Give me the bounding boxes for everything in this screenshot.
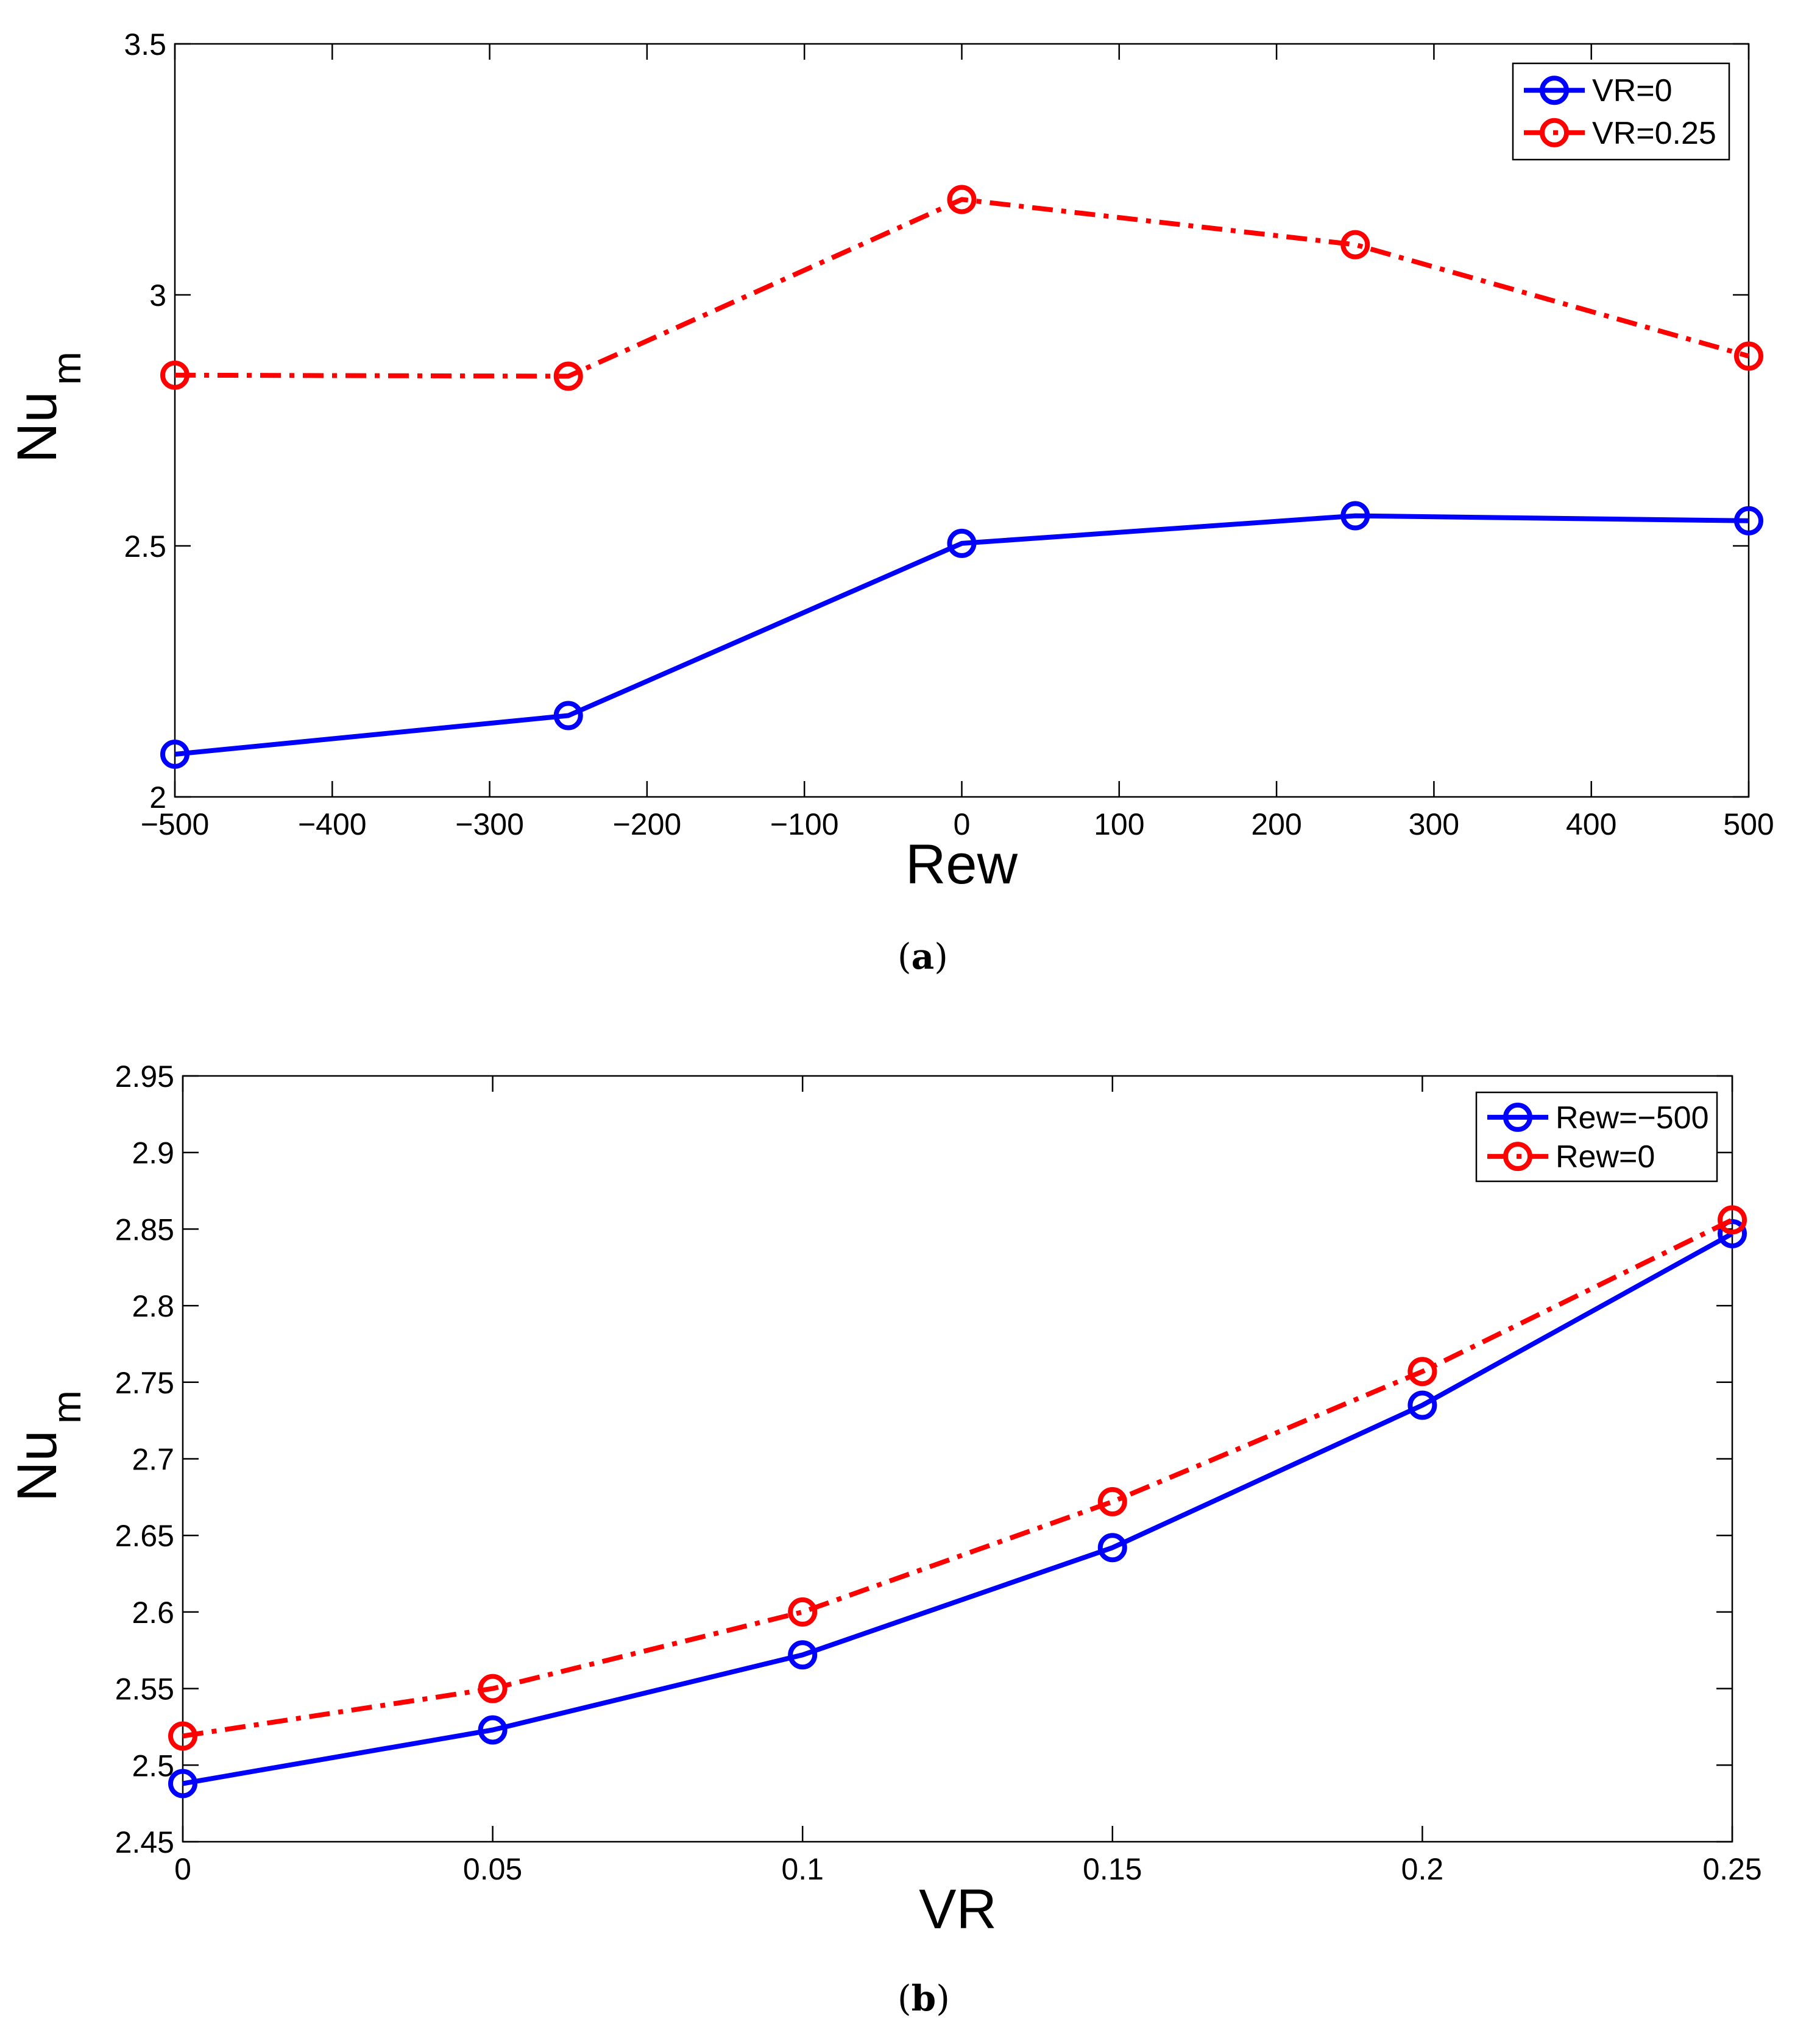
data-point-marker: [1407, 1390, 1437, 1420]
data-point-marker: [1734, 341, 1763, 371]
x-tick-label: 300: [1409, 807, 1459, 841]
data-point-marker: [1097, 1487, 1127, 1516]
data-point-marker: [947, 185, 977, 214]
caption-open-paren: (: [898, 936, 912, 977]
x-tick-label: −400: [298, 807, 367, 841]
data-point-marker: [1734, 506, 1763, 536]
data-point-marker: [1340, 230, 1370, 260]
panel-a-chart: −500 −400 −300 −200 −100 0 100 200 300 400 500 2 2.5…: [6, 27, 1774, 977]
y-axis-label-main: Nu: [6, 391, 68, 463]
x-tick-label: 0.15: [1083, 1852, 1142, 1886]
x-tick-label: 0: [174, 1852, 191, 1886]
data-point-marker: [947, 528, 977, 558]
x-tick-label: 0.05: [463, 1852, 522, 1886]
x-tick-label: 500: [1723, 807, 1774, 841]
data-point-marker: [168, 1721, 197, 1751]
legend-marker: [1503, 1142, 1532, 1172]
y-tick-label: 3: [149, 278, 166, 313]
caption-close-paren: ): [936, 1978, 950, 2019]
data-point-marker: [1718, 1205, 1747, 1235]
y-tick-label: 2.55: [115, 1672, 174, 1706]
y-tick-label: 2.45: [115, 1825, 174, 1859]
caption-letter: a: [912, 936, 935, 977]
y-tick-label: 2: [149, 780, 166, 815]
x-tick-label: −500: [141, 807, 210, 841]
y-tick-label: 2.5: [124, 529, 166, 564]
y-tick-label: 2.8: [132, 1289, 174, 1323]
caption-open-paren: (: [898, 1978, 912, 2019]
data-point-marker: [1407, 1357, 1437, 1387]
panel-b-chart: 0 0.05 0.1 0.15 0.2 0.25 2.45 2.5 2.55 2.6 2.65 2.7…: [6, 1059, 1762, 2019]
caption-close-paren: ): [934, 936, 948, 977]
x-tick-label: 200: [1251, 807, 1301, 841]
legend-marker: [1503, 1102, 1532, 1132]
x-tick-label: 100: [1094, 807, 1144, 841]
y-tick-label: 2.85: [115, 1212, 174, 1247]
data-point-marker: [168, 1769, 197, 1798]
data-point-marker: [160, 739, 189, 769]
data-point-marker: [553, 361, 583, 391]
data-point-marker: [1097, 1533, 1127, 1563]
data-point-marker: [1718, 1218, 1747, 1248]
data-point-marker: [788, 1640, 818, 1670]
legend-label: Rew=−500: [1556, 1100, 1709, 1136]
x-axis-label: Rew: [905, 833, 1018, 896]
x-tick-label: −300: [455, 807, 524, 841]
legend: VR=0 VR=0.25: [1512, 62, 1730, 161]
x-tick-label: 0.25: [1702, 1852, 1761, 1886]
data-point-marker: [553, 701, 583, 730]
series-line-1: [182, 1231, 1733, 1786]
y-axis-label-main: Nu: [6, 1430, 68, 1502]
legend-marker: [1540, 118, 1569, 147]
data-point-marker: [160, 360, 189, 390]
legend-label: VR=0: [1592, 73, 1673, 108]
y-tick-label: 3.5: [124, 27, 166, 62]
x-tick-label: 0.2: [1401, 1852, 1444, 1886]
panel-caption: (b): [898, 1978, 950, 2019]
y-tick-label: 2.9: [132, 1136, 174, 1170]
x-tick-label: 0: [954, 807, 971, 841]
y-tick-label: 2.7: [132, 1443, 174, 1477]
series-line-2: [174, 197, 1750, 379]
data-point-marker: [478, 1674, 508, 1703]
legend-label: Rew=0: [1556, 1139, 1655, 1175]
caption-letter: b: [912, 1978, 936, 2019]
y-tick-label: 2.65: [115, 1519, 174, 1553]
legend-marker: [1540, 76, 1569, 105]
series-line-2: [182, 1217, 1733, 1739]
x-tick-label: −100: [770, 807, 839, 841]
series-line-1: [174, 513, 1749, 757]
data-point-marker: [788, 1597, 818, 1627]
x-tick-label: 0.1: [781, 1852, 824, 1886]
y-axis-label: Nu m: [6, 1390, 89, 1502]
data-point-marker: [1340, 501, 1370, 531]
y-axis-label-subscript: m: [44, 1390, 89, 1424]
x-tick-label: 400: [1566, 807, 1616, 841]
x-axis-label: VR: [919, 1878, 997, 1940]
y-tick-label: 2.95: [115, 1059, 174, 1094]
y-axis-label: Nu m: [6, 352, 89, 463]
y-axis-label-subscript: m: [44, 352, 89, 385]
x-tick-label: −200: [613, 807, 682, 841]
y-tick-label: 2.5: [132, 1749, 174, 1783]
y-tick-label: 2.75: [115, 1366, 174, 1400]
legend-label: VR=0.25: [1592, 116, 1716, 151]
y-tick-label: 2.6: [132, 1596, 174, 1630]
data-point-marker: [478, 1715, 508, 1745]
panel-caption: (a): [898, 936, 948, 977]
